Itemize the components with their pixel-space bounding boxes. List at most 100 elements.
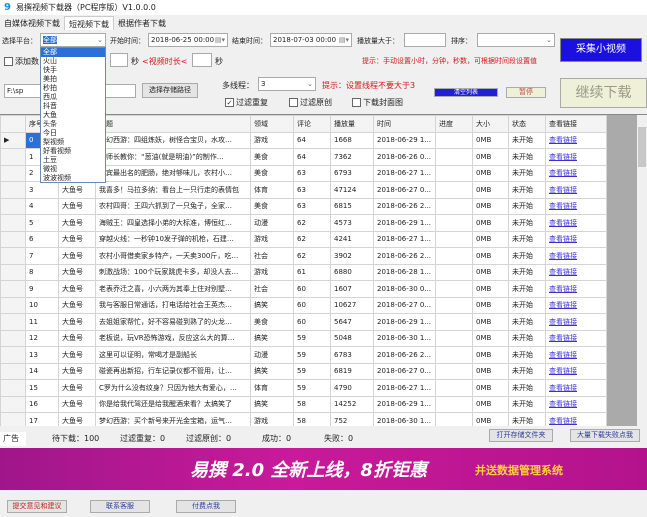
cell-link[interactable]: 查看链接 <box>545 313 607 331</box>
table-row[interactable]: 17 大鱼号 梦幻西游：买个新号来开光金宝箱，运气… 游戏 58 752 2018-06-3… <box>0 412 607 426</box>
cell-link[interactable]: 查看链接 <box>545 181 607 199</box>
cell-link[interactable]: 查看链接 <box>545 197 607 215</box>
scrollbar-thumb[interactable] <box>638 127 646 167</box>
table-row[interactable]: 5 大鱼号 海贼王：四皇选择小弟的大标准，博恒红… 动漫 62 4573 2018-06-2… <box>0 214 607 232</box>
platform-option[interactable]: 快手 <box>43 66 57 74</box>
collect-videos-button[interactable]: 采集小视频 <box>560 38 642 62</box>
platform-option[interactable]: 土豆 <box>43 156 57 164</box>
table-row[interactable]: 13 大鱼号 这里可以证明，常喝才是副船长 动漫 59 6783 2018-06-26 2.… <box>0 346 607 364</box>
row-header[interactable] <box>0 395 26 413</box>
sort-select[interactable]: ⌄ <box>477 33 555 47</box>
cell-link[interactable]: 查看链接 <box>545 346 607 364</box>
cell-link[interactable]: 查看链接 <box>545 148 607 166</box>
platform-option[interactable]: 全部 <box>41 48 105 57</box>
column-header[interactable]: 查看链接 <box>545 115 607 133</box>
cell-link[interactable]: 查看链接 <box>545 131 607 149</box>
ad-banner[interactable]: 易撰 2.0 全新上线，8折钜惠 并送数据管理系统 <box>0 448 647 490</box>
min-duration-input[interactable] <box>110 53 128 67</box>
table-row[interactable]: 10 大鱼号 我与客服日常通话，打电话给社会王英杰… 搞笑 60 10627 2018-06… <box>0 296 607 314</box>
cell-link[interactable]: 查看链接 <box>545 164 607 182</box>
row-header[interactable] <box>0 412 26 426</box>
table-row[interactable]: 16 大鱼号 你是给我代驾还是给我醒酒来看？太搞笑了 搞笑 58 14252 2018-06… <box>0 395 607 413</box>
row-header[interactable] <box>0 329 26 347</box>
platform-option[interactable]: 火山 <box>43 57 57 65</box>
platform-option[interactable]: 抖音 <box>43 102 57 110</box>
column-header[interactable]: 状态 <box>508 115 546 133</box>
paid-button[interactable]: 付费点我 <box>176 500 236 513</box>
contact-support-button[interactable]: 联系客服 <box>90 500 150 513</box>
threads-select[interactable]: 3 ⌄ <box>258 77 316 91</box>
table-row[interactable]: 9 大鱼号 老表乔迁之喜，小六两为其奉上住对别墅… 社会 60 1607 2018-06-3… <box>0 280 607 298</box>
platform-option[interactable]: 微视 <box>43 165 57 173</box>
platform-option[interactable]: 头条 <box>43 120 57 128</box>
ad-tab[interactable]: 广告 <box>0 432 26 446</box>
cell-link[interactable]: 查看链接 <box>545 296 607 314</box>
open-folder-button[interactable]: 打开存储文件夹 <box>489 429 553 442</box>
column-header[interactable]: 领域 <box>250 115 294 133</box>
row-header[interactable] <box>0 280 26 298</box>
platform-option[interactable]: 好看视频 <box>43 147 71 155</box>
platform-option[interactable]: 今日 <box>43 129 57 137</box>
column-header[interactable]: 时间 <box>373 115 436 133</box>
row-header[interactable] <box>0 247 26 265</box>
row-header[interactable] <box>0 197 26 215</box>
row-header[interactable] <box>0 313 26 331</box>
table-row[interactable]: 15 大鱼号 C罗为什么没有纹身？只因为他大有爱心，… 体育 59 4790 2018-06… <box>0 379 607 397</box>
column-header[interactable]: 播放量 <box>330 115 374 133</box>
table-row[interactable]: 6 大鱼号 穿越火线：一秒钟10发子弹的机枪，石建… 游戏 62 4241 2018-06-… <box>0 230 607 248</box>
start-time-picker[interactable]: 2018-06-25 00:00 ▤▾ <box>148 33 228 47</box>
platform-option[interactable]: 西瓜 <box>43 93 57 101</box>
row-header[interactable] <box>0 181 26 199</box>
cell-link[interactable]: 查看链接 <box>545 412 607 426</box>
max-duration-input[interactable] <box>192 53 212 67</box>
bulk-fail-button[interactable]: 大量下载失败点我 <box>570 429 640 442</box>
continue-download-button[interactable]: 继续下载 <box>560 78 647 108</box>
platform-select[interactable]: 全部 ⌄ <box>40 33 106 47</box>
table-scrollbar[interactable] <box>637 115 647 426</box>
cell-link[interactable]: 查看链接 <box>545 395 607 413</box>
calendar-icon[interactable]: ▤▾ <box>214 36 225 44</box>
feedback-button[interactable]: 提交意见和建议 <box>7 500 67 513</box>
column-header[interactable]: 评论 <box>293 115 331 133</box>
cell-link[interactable]: 查看链接 <box>545 214 607 232</box>
tab-by-author[interactable]: 根据作者下载 <box>118 19 166 28</box>
row-header[interactable] <box>0 379 26 397</box>
current-row-arrow-icon[interactable]: ▶ <box>0 131 26 149</box>
calendar-icon[interactable]: ▤▾ <box>338 36 349 44</box>
platform-option[interactable]: 美拍 <box>43 75 57 83</box>
tab-short-video[interactable]: 短视频下载 <box>64 16 114 30</box>
table-row[interactable]: 11 大鱼号 去姐姐家帮忙，好不容易碰到熟了的火龙… 美食 60 5647 2018-06-… <box>0 313 607 331</box>
column-header[interactable]: 标题 <box>95 115 251 133</box>
cell-link[interactable]: 查看链接 <box>545 263 607 281</box>
row-header[interactable] <box>0 214 26 232</box>
cell-link[interactable]: 查看链接 <box>545 230 607 248</box>
choose-path-button[interactable]: 选择存储路径 <box>142 83 198 98</box>
row-header[interactable] <box>0 296 26 314</box>
filter-original-checkbox[interactable]: 过滤原创 <box>289 97 332 108</box>
pause-button[interactable]: 暂停 <box>506 87 546 98</box>
tab-media-video[interactable]: 自媒体视频下载 <box>4 19 60 28</box>
cell-link[interactable]: 查看链接 <box>545 280 607 298</box>
download-cover-checkbox[interactable]: 下载封面图 <box>352 97 403 108</box>
cell-link[interactable]: 查看链接 <box>545 362 607 380</box>
platform-option[interactable]: 秒拍 <box>43 84 57 92</box>
platform-option[interactable]: 波波视频 <box>43 174 71 182</box>
row-header[interactable] <box>0 230 26 248</box>
row-header[interactable] <box>0 164 26 182</box>
plays-input[interactable] <box>404 33 446 47</box>
table-row[interactable]: 3 大鱼号 我喜多！马拉多纳：看台上一只行走的表情包 体育 63 47124 2018-06… <box>0 181 607 199</box>
row-header[interactable] <box>0 362 26 380</box>
table-row[interactable]: 4 大鱼号 农村四哥：王四六抓到了一只兔子，全家… 美食 63 6815 2018-06-2… <box>0 197 607 215</box>
end-time-picker[interactable]: 2018-07-03 00:00 ▤▾ <box>270 33 352 47</box>
table-row[interactable]: 14 大鱼号 碰瓷再出新招，行车记录仪都不管用，让… 搞笑 59 6819 2018-06-… <box>0 362 607 380</box>
platform-option[interactable]: 大鱼 <box>43 111 57 119</box>
cell-link[interactable]: 查看链接 <box>545 329 607 347</box>
column-header[interactable]: 进度 <box>435 115 473 133</box>
table-row[interactable]: 8 大鱼号 刺激战场：100个玩家跳虎卡多，却没人去… 游戏 61 6880 2018-06… <box>0 263 607 281</box>
row-header[interactable] <box>0 263 26 281</box>
column-header[interactable]: 大小 <box>472 115 509 133</box>
platform-option[interactable]: 梨视频 <box>43 138 64 146</box>
table-row[interactable]: 7 大鱼号 农村小哥借卖家乡特产，一天卖300斤，吃… 社会 62 3902 2018-06… <box>0 247 607 265</box>
clear-list-button[interactable]: 清空列表 <box>434 88 498 97</box>
table-row[interactable]: 12 大鱼号 老板说，玩VR恐怖游戏，反应这么大的算… 搞笑 59 5048 2018-06… <box>0 329 607 347</box>
